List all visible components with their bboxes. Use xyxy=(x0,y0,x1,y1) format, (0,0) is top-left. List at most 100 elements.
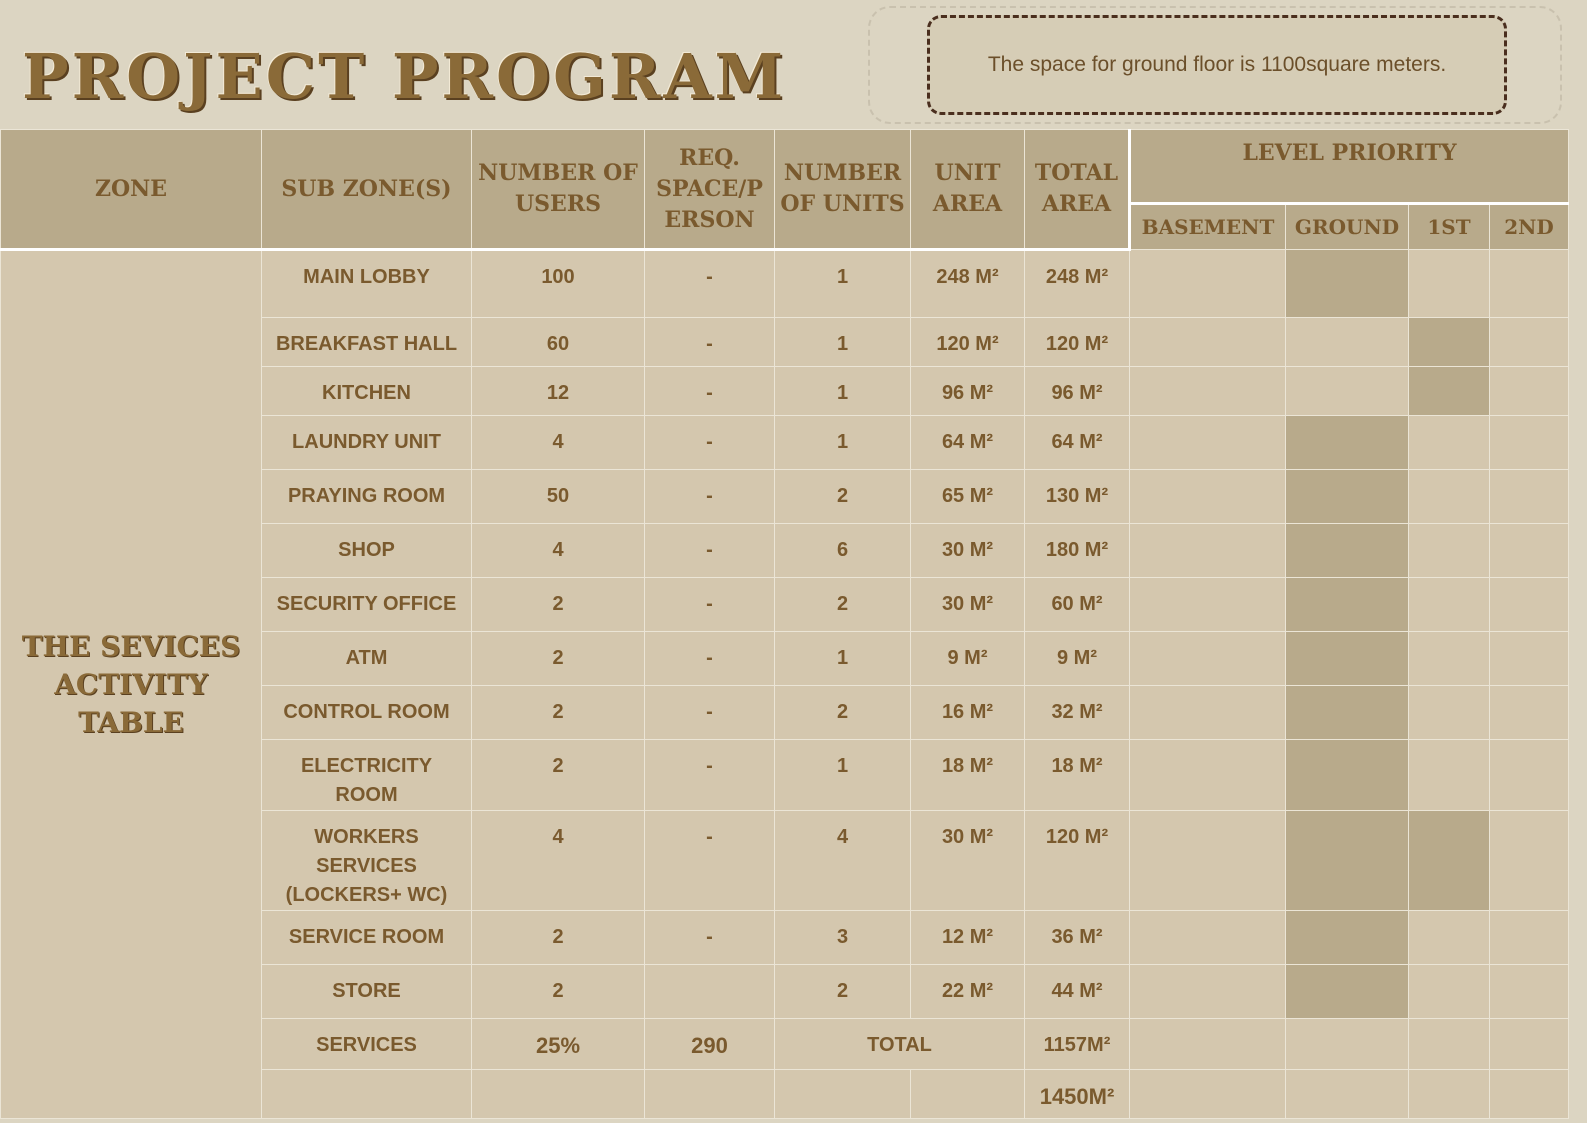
unit-area-cell: 18 M² xyxy=(910,739,1025,811)
unit-area-cell: 22 M² xyxy=(910,964,1025,1019)
units-cell: 1 xyxy=(774,415,911,470)
users-cell: 2 xyxy=(471,631,645,686)
units-cell: 3 xyxy=(774,910,911,965)
empty-level-cell xyxy=(1129,1069,1286,1119)
table-row: LAUNDRY UNIT 4-1 64 M² 64 M² xyxy=(1,415,1570,470)
header-level-ground: GROUND xyxy=(1285,203,1409,250)
level-ground-cell xyxy=(1285,631,1409,686)
empty-cell xyxy=(471,1069,645,1119)
users-cell: 2 xyxy=(471,577,645,632)
level-2nd-cell xyxy=(1488,685,1570,740)
empty-cell xyxy=(261,1069,472,1119)
level-ground-cell xyxy=(1285,249,1409,318)
units-cell: 2 xyxy=(774,577,911,632)
level-basement-cell xyxy=(1129,910,1286,965)
header-req-space: REQ. SPACE/P ERSON xyxy=(644,129,775,251)
zone-name: THE SEVICES ACTIVITY TABLE xyxy=(0,249,262,1119)
header-number-of-users: NUMBER OF USERS xyxy=(471,129,645,251)
total-value: 1157M² xyxy=(1024,1018,1130,1070)
total-area-cell: 9 M² xyxy=(1024,631,1130,686)
empty-level-cell xyxy=(1285,1069,1409,1119)
req-space-cell xyxy=(644,964,775,1019)
level-1st-cell xyxy=(1408,317,1490,367)
level-basement-cell xyxy=(1129,739,1286,811)
sub-zone-cell: KITCHEN xyxy=(261,366,472,416)
empty-cell xyxy=(910,1069,1025,1119)
sub-zone-cell: MAIN LOBBY xyxy=(261,249,472,318)
level-basement-cell xyxy=(1129,810,1286,911)
level-2nd-cell xyxy=(1488,415,1570,470)
empty-cell xyxy=(774,1069,911,1119)
header-number-of-units: NUMBER OF UNITS xyxy=(774,129,911,251)
total-label: TOTAL xyxy=(774,1018,1025,1070)
level-basement-cell xyxy=(1129,523,1286,578)
req-space-cell: - xyxy=(644,317,775,367)
level-2nd-cell xyxy=(1488,910,1570,965)
level-2nd-cell xyxy=(1488,523,1570,578)
header-level-1st: 1ST xyxy=(1408,203,1490,250)
table-row: ELECTRICITY ROOM 2-1 18 M² 18 M² xyxy=(1,739,1570,811)
level-1st-cell xyxy=(1408,523,1490,578)
sub-zone-cell: ATM xyxy=(261,631,472,686)
req-space-cell: - xyxy=(644,810,775,911)
units-cell: 1 xyxy=(774,249,911,318)
req-space-cell: - xyxy=(644,631,775,686)
services-label: SERVICES xyxy=(261,1018,472,1070)
units-cell: 2 xyxy=(774,685,911,740)
header-level-2nd: 2ND xyxy=(1488,203,1570,250)
total-area-cell: 32 M² xyxy=(1024,685,1130,740)
unit-area-cell: 9 M² xyxy=(910,631,1025,686)
level-basement-cell xyxy=(1129,317,1286,367)
header-level-priority: LEVEL PRIORITY xyxy=(1128,129,1570,205)
table-row: SERVICE ROOM 2-3 12 M² 36 M² xyxy=(1,910,1570,965)
req-space-cell: - xyxy=(644,415,775,470)
total-area-cell: 18 M² xyxy=(1024,739,1130,811)
table-row: STORE 2 2 22 M² 44 M² xyxy=(1,964,1570,1019)
req-space-cell: - xyxy=(644,739,775,811)
level-1st-cell xyxy=(1408,910,1490,965)
level-1st-cell xyxy=(1408,577,1490,632)
table-row: WORKERS SERVICES (LOCKERS+ WC) 4-4 30 M² 12… xyxy=(1,810,1570,911)
empty-level-cell xyxy=(1408,1018,1490,1070)
sub-zone-cell: CONTROL ROOM xyxy=(261,685,472,740)
users-cell: 50 xyxy=(471,469,645,524)
table-row: BREAKFAST HALL 60-1 120 M² 120 M² xyxy=(1,317,1570,367)
unit-area-cell: 96 M² xyxy=(910,366,1025,416)
users-cell: 4 xyxy=(471,810,645,911)
level-basement-cell xyxy=(1129,366,1286,416)
units-cell: 6 xyxy=(774,523,911,578)
users-cell: 2 xyxy=(471,685,645,740)
level-ground-cell xyxy=(1285,964,1409,1019)
summary-row: SERVICES 25% 290 TOTAL 1157M² xyxy=(1,1018,1570,1070)
level-basement-cell xyxy=(1129,469,1286,524)
unit-area-cell: 30 M² xyxy=(910,577,1025,632)
sub-zone-cell: BREAKFAST HALL xyxy=(261,317,472,367)
total-area-cell: 60 M² xyxy=(1024,577,1130,632)
units-cell: 1 xyxy=(774,739,911,811)
level-1st-cell xyxy=(1408,964,1490,1019)
req-space-cell: - xyxy=(644,685,775,740)
units-cell: 1 xyxy=(774,631,911,686)
empty-level-cell xyxy=(1488,1018,1570,1070)
services-value: 290 xyxy=(644,1018,775,1070)
level-ground-cell xyxy=(1285,469,1409,524)
sub-zone-cell: STORE xyxy=(261,964,472,1019)
unit-area-cell: 16 M² xyxy=(910,685,1025,740)
table-row: SECURITY OFFICE 2-2 30 M² 60 M² xyxy=(1,577,1570,632)
unit-area-cell: 65 M² xyxy=(910,469,1025,524)
total-area-cell: 130 M² xyxy=(1024,469,1130,524)
unit-area-cell: 30 M² xyxy=(910,810,1025,911)
total-area-cell: 64 M² xyxy=(1024,415,1130,470)
page-title: PROJECT PROGRAM xyxy=(22,40,787,113)
table-row: PRAYING ROOM 50-2 65 M² 130 M² xyxy=(1,469,1570,524)
unit-area-cell: 12 M² xyxy=(910,910,1025,965)
users-cell: 2 xyxy=(471,739,645,811)
sub-zone-cell: SECURITY OFFICE xyxy=(261,577,472,632)
empty-level-cell xyxy=(1129,1018,1286,1070)
unit-area-cell: 30 M² xyxy=(910,523,1025,578)
level-2nd-cell xyxy=(1488,577,1570,632)
empty-level-cell xyxy=(1488,1069,1570,1119)
total-area-cell: 96 M² xyxy=(1024,366,1130,416)
users-cell: 4 xyxy=(471,415,645,470)
level-ground-cell xyxy=(1285,523,1409,578)
